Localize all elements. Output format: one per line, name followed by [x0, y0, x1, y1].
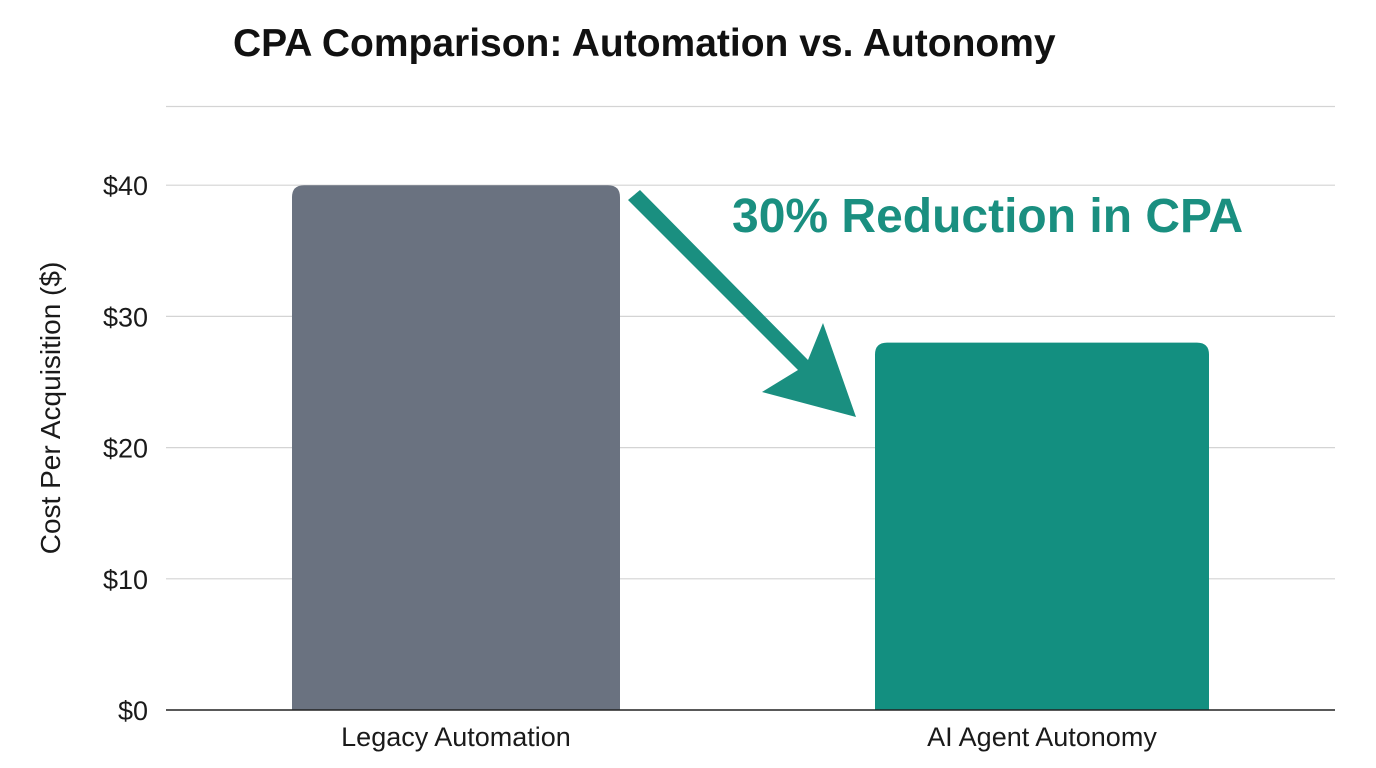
y-tick-label: $40 [103, 171, 148, 201]
y-tick-label: $0 [118, 696, 148, 726]
x-tick-label: AI Agent Autonomy [927, 722, 1157, 752]
bars [292, 185, 1209, 710]
reduction-arrow-icon [628, 190, 856, 417]
chart-title: CPA Comparison: Automation vs. Autonomy [233, 22, 1056, 65]
y-tick-label: $10 [103, 565, 148, 595]
x-tick-label: Legacy Automation [341, 722, 571, 752]
reduction-annotation: 30% Reduction in CPA [732, 190, 1243, 243]
bar-2 [875, 342, 1209, 710]
labels: $0 $10 $20 $30 $40 Legacy Automation AI Agent … [35, 171, 1157, 752]
y-tick-label: $20 [103, 434, 148, 464]
y-axis-title: Cost Per Acquisition ($) [35, 262, 66, 555]
y-tick-label: $30 [103, 302, 148, 332]
annotations: 30% Reduction in CPA [628, 190, 1243, 417]
bar-1 [292, 185, 620, 710]
